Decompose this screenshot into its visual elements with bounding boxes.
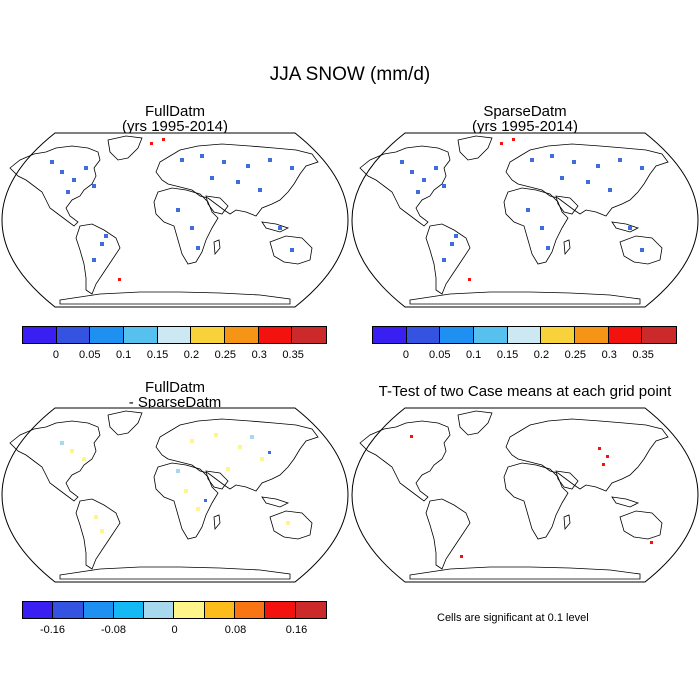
map-difference bbox=[1, 407, 349, 583]
colorbar-boxes bbox=[22, 601, 327, 619]
colorbar-difference: -0.16 -0.08 0 0.08 0.16 bbox=[22, 601, 327, 641]
colorbar-box bbox=[204, 602, 236, 618]
colorbar-label: 0.05 bbox=[79, 349, 101, 361]
colorbar-box bbox=[507, 327, 542, 343]
colorbar-sparse: 0 0.05 0.1 0.15 0.2 0.25 0.3 0.35 bbox=[372, 326, 677, 366]
panel-title-line2: (yrs 1995-2014) bbox=[122, 118, 228, 135]
colorbar-box bbox=[642, 327, 677, 343]
colorbar-box bbox=[373, 327, 407, 343]
colorbar-label: 0 bbox=[52, 349, 59, 361]
colorbar-box bbox=[56, 327, 91, 343]
panel-title-line2: (yrs 1995-2014) bbox=[472, 118, 578, 135]
colorbar-box bbox=[83, 602, 114, 618]
colorbar-box bbox=[265, 602, 296, 618]
colorbar-label: 0.05 bbox=[429, 349, 451, 361]
colorbar-box bbox=[53, 602, 84, 618]
colorbar-box bbox=[541, 327, 576, 343]
colorbar-box bbox=[191, 327, 226, 343]
colorbar-box bbox=[113, 602, 145, 618]
colorbar-box bbox=[23, 327, 57, 343]
colorbar-box bbox=[90, 327, 125, 343]
colorbar-label: 0.08 bbox=[224, 624, 247, 636]
panel-title-sparse: SparseDatm (yrs 1995-2014) bbox=[425, 104, 625, 134]
colorbar-label: -0.16 bbox=[39, 624, 66, 636]
colorbar-box bbox=[157, 327, 192, 343]
colorbar-box bbox=[292, 327, 327, 343]
panel-title-diff: FullDatm - SparseDatm bbox=[75, 380, 275, 410]
colorbar-box bbox=[608, 327, 643, 343]
panel-title-line1: T-Test of two Case means at each grid po… bbox=[378, 383, 672, 400]
colorbar-label: 0.35 bbox=[632, 349, 654, 361]
colorbar-label: 0 bbox=[402, 349, 409, 361]
colorbar-box bbox=[225, 327, 259, 343]
map-sparse-datm bbox=[351, 132, 699, 308]
colorbar-box bbox=[440, 327, 475, 343]
colorbar-label: 0.16 bbox=[285, 624, 308, 636]
colorbar-label: 0.1 bbox=[466, 349, 482, 361]
panel-title-line1: FullDatm bbox=[144, 379, 205, 396]
colorbar-box bbox=[23, 602, 54, 618]
colorbar-label: 0.2 bbox=[183, 349, 200, 361]
colorbar-label: 0.15 bbox=[496, 349, 519, 361]
colorbar-box bbox=[258, 327, 293, 343]
difference-cells bbox=[70, 433, 290, 533]
colorbar-label: 0.1 bbox=[116, 349, 132, 361]
colorbar-label: 0.15 bbox=[146, 349, 169, 361]
colorbar-full: 0 0.05 0.1 0.15 0.2 0.25 0.3 0.35 bbox=[22, 326, 327, 366]
snow-cells bbox=[400, 154, 644, 262]
colorbar-box bbox=[575, 327, 609, 343]
panel-title-ttest: T-Test of two Case means at each grid po… bbox=[355, 384, 695, 399]
colorbar-boxes bbox=[22, 326, 327, 344]
map-full-datm bbox=[1, 132, 349, 308]
colorbar-label: 0.3 bbox=[251, 349, 267, 361]
colorbar-box bbox=[124, 327, 158, 343]
colorbar-box bbox=[235, 602, 266, 618]
colorbar-box bbox=[174, 602, 205, 618]
significant-cells bbox=[410, 435, 653, 558]
panel-title-line1: FullDatm bbox=[144, 103, 205, 120]
colorbar-boxes bbox=[372, 326, 677, 344]
figure-title: JJA SNOW (mm/d) bbox=[269, 64, 431, 85]
colorbar-label: 0.25 bbox=[214, 349, 237, 361]
colorbar-label: 0.35 bbox=[282, 349, 304, 361]
snow-cells bbox=[50, 154, 294, 262]
colorbar-box bbox=[406, 327, 441, 343]
colorbar-label: 0.2 bbox=[533, 349, 550, 361]
panel-title-full: FullDatm (yrs 1995-2014) bbox=[75, 104, 275, 134]
colorbar-label: -0.08 bbox=[100, 624, 127, 636]
colorbar-label: 0.3 bbox=[601, 349, 617, 361]
colorbar-label: 0.25 bbox=[564, 349, 587, 361]
panel-title-line1: SparseDatm bbox=[483, 103, 567, 120]
colorbar-box bbox=[144, 602, 175, 618]
colorbar-box bbox=[474, 327, 508, 343]
significance-note: Cells are significant at 0.1 level bbox=[437, 612, 589, 624]
colorbar-box bbox=[295, 602, 326, 618]
map-ttest bbox=[351, 407, 699, 583]
panel-title-line2: - SparseDatm bbox=[128, 394, 222, 411]
colorbar-label: 0 bbox=[171, 624, 178, 636]
